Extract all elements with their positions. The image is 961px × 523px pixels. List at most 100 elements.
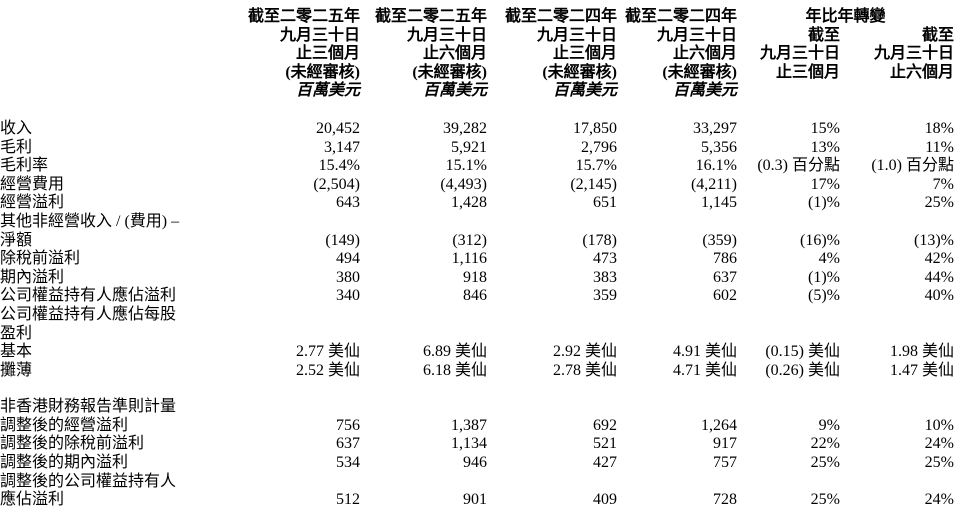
- cell-value: (4,493): [440, 175, 487, 193]
- header-line: (未經審核): [285, 63, 360, 81]
- cell-value: 9%: [818, 416, 840, 434]
- cell-value: [232, 213, 360, 232]
- column-header-yoy-group: 年比年轉變 截至 九月三十日 止三個月 截至 九月三十日 止六個月: [737, 8, 954, 101]
- cell-value: [232, 306, 360, 325]
- cell-value: [617, 380, 737, 417]
- table-row: 除稅前溢利 494 1,116 473 786 4% 42%: [0, 250, 954, 269]
- header-unit-line: 百萬美元: [672, 82, 737, 100]
- table-row: 毛利 3,147 5,921 2,796 5,356 13% 11%: [0, 139, 954, 158]
- cell-value: 1,116: [451, 250, 487, 268]
- row-label: 除稅前溢利: [0, 250, 81, 268]
- cell-value: [737, 306, 840, 325]
- header-line: 止三個月: [295, 45, 360, 63]
- cell-value: (1)%: [808, 194, 840, 212]
- cell-value: [360, 473, 487, 492]
- row-label: 公司權益持有人應佔溢利: [0, 287, 177, 305]
- cell-value: 4%: [818, 250, 840, 268]
- row-label: 公司權益持有人應佔每股: [0, 305, 177, 323]
- header-unit-line: 百萬美元: [295, 82, 360, 100]
- row-label: 毛利: [0, 138, 33, 156]
- cell-value: 534: [336, 454, 360, 472]
- label-column-header: [0, 8, 232, 101]
- cell-value: 521: [593, 435, 617, 453]
- financial-results-table: 截至二零二五年 九月三十日 止三個月 (未經審核) 百萬美元 截至二零二五年 九…: [0, 8, 954, 510]
- cell-value: [487, 380, 617, 417]
- header-line: 九月三十日: [873, 45, 954, 63]
- cell-value: 946: [463, 454, 487, 472]
- cell-value: 756: [336, 416, 360, 434]
- cell-value: [360, 306, 487, 325]
- row-label: 調整後的公司權益持有人: [0, 472, 177, 490]
- cell-value: 651: [593, 194, 617, 212]
- cell-value: (16)%: [800, 231, 840, 249]
- column-header-yoy-3m: 截至 九月三十日 止三個月: [737, 27, 840, 83]
- header-line: 九月三十日: [406, 26, 487, 44]
- row-label: 經營溢利: [0, 194, 65, 212]
- cell-value: 901: [463, 491, 487, 509]
- cell-value: (2,504): [313, 175, 360, 193]
- header-line: 九月三十日: [279, 26, 360, 44]
- cell-value: 17,850: [573, 119, 617, 137]
- cell-value: 13%: [810, 138, 840, 156]
- cell-value: [840, 213, 954, 232]
- row-label: 基本: [0, 343, 33, 361]
- cell-value: [232, 380, 360, 417]
- cell-value: 24%: [924, 491, 954, 509]
- row-label: 淨額: [0, 231, 33, 249]
- cell-value: 25%: [924, 454, 954, 472]
- table-row: 盈利: [0, 325, 954, 344]
- header-line: 截至二零二四年: [624, 8, 737, 25]
- header-line: 截至: [807, 26, 840, 44]
- yoy-group-title: 年比年轉變: [805, 8, 886, 25]
- table-row: 調整後的公司權益持有人: [0, 473, 954, 492]
- cell-value: 602: [713, 287, 737, 305]
- cell-value: (178): [582, 231, 617, 249]
- cell-value: 18%: [924, 119, 954, 137]
- cell-value: 1,145: [701, 194, 737, 212]
- header-line: 截至二零二五年: [247, 8, 360, 25]
- yoy-subcolumns: 截至 九月三十日 止三個月 截至 九月三十日 止六個月: [737, 27, 954, 83]
- header-line: 止三個月: [775, 63, 840, 81]
- header-line: 止六個月: [889, 63, 954, 81]
- cell-value: 1,428: [451, 194, 487, 212]
- cell-value: 33,297: [693, 119, 737, 137]
- header-line: (未經審核): [412, 63, 487, 81]
- cell-value: 473: [593, 250, 617, 268]
- cell-value: 692: [593, 416, 617, 434]
- cell-value: 25%: [810, 454, 840, 472]
- cell-value: [617, 213, 737, 232]
- cell-value: 17%: [810, 175, 840, 193]
- row-label: 毛利率: [0, 157, 49, 175]
- header-line: 九月三十日: [536, 26, 617, 44]
- cell-value: 2,796: [581, 138, 617, 156]
- row-label: 應佔溢利: [0, 491, 65, 509]
- financial-report-page: 截至二零二五年 九月三十日 止三個月 (未經審核) 百萬美元 截至二零二五年 九…: [0, 8, 961, 523]
- cell-value: 637: [713, 268, 737, 286]
- column-header-2025-6m: 截至二零二五年 九月三十日 止六個月 (未經審核) 百萬美元: [360, 8, 487, 101]
- cell-value: 846: [463, 287, 487, 305]
- cell-value: [840, 306, 954, 325]
- header-line: 止六個月: [672, 45, 737, 63]
- table-row: 其他非經營收入 / (費用) –: [0, 213, 954, 232]
- cell-value: 20,452: [316, 119, 360, 137]
- cell-value: 10%: [924, 416, 954, 434]
- cell-value: 25%: [924, 194, 954, 212]
- cell-value: 383: [593, 268, 617, 286]
- row-label: 經營費用: [0, 175, 65, 193]
- column-header-2025-3m: 截至二零二五年 九月三十日 止三個月 (未經審核) 百萬美元: [232, 8, 360, 101]
- table-row: 調整後的期內溢利 534 946 427 757 25% 25%: [0, 454, 954, 473]
- cell-value: 4.71 美仙: [672, 361, 737, 379]
- row-label: 期內溢利: [0, 268, 65, 286]
- cell-value: [232, 473, 360, 492]
- column-header-yoy-6m: 截至 九月三十日 止六個月: [840, 27, 954, 83]
- cell-value: 1.47 美仙: [889, 361, 954, 379]
- cell-value: (13)%: [914, 231, 954, 249]
- cell-value: [617, 325, 737, 344]
- header-line: 九月三十日: [759, 45, 840, 63]
- row-label: 調整後的經營溢利: [0, 416, 129, 434]
- cell-value: 40%: [924, 287, 954, 305]
- cell-value: 728: [713, 491, 737, 509]
- cell-value: 2.78 美仙: [552, 361, 617, 379]
- cell-value: [737, 325, 840, 344]
- cell-value: 2.77 美仙: [295, 343, 360, 361]
